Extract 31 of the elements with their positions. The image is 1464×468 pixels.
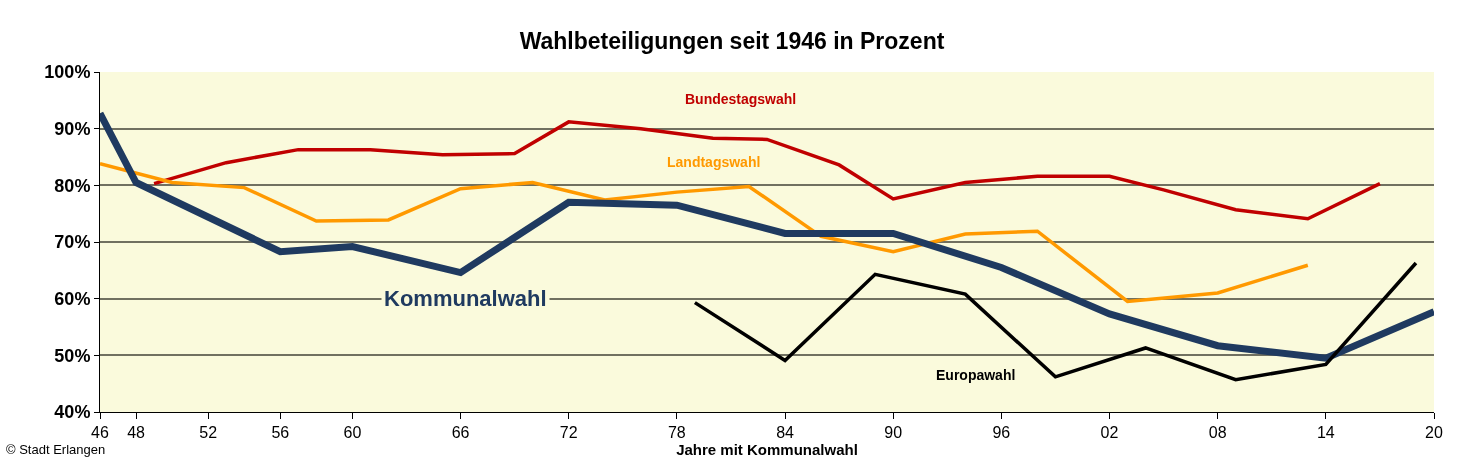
x-tick-label: 90: [884, 424, 903, 442]
y-tick-label: 40%: [54, 402, 91, 423]
x-axis-title: Jahre mit Kommunalwahl: [676, 441, 858, 459]
series-label: Bundestagswahl: [685, 91, 797, 107]
line-series: [693, 261, 1418, 382]
text: © Stadt Erlangen: [6, 442, 106, 457]
x-tick-label: 78: [667, 424, 686, 442]
series-label: Landtagswahl: [667, 154, 761, 170]
x-tick-label: 60: [343, 424, 362, 442]
y-tick-label: 90%: [54, 118, 91, 139]
chart-title: Wahlbeteiligungen seit 1946 in Prozent: [519, 27, 945, 54]
x-tick-label: 20: [1425, 424, 1443, 442]
x-tick-label: 14: [1316, 424, 1335, 442]
x-tick-label: 84: [776, 424, 795, 442]
x-tick-label: 48: [127, 424, 146, 442]
y-tick-label: 70%: [54, 232, 91, 253]
y-tick-label: 80%: [54, 175, 91, 196]
y-tick-label: 100%: [44, 62, 91, 83]
x-tick-label: 08: [1208, 424, 1227, 442]
y-tick-label: 60%: [54, 288, 91, 309]
x-tick-label: 46: [91, 424, 109, 442]
line-series: [152, 120, 1382, 221]
y-tick-label: 50%: [54, 345, 91, 366]
x-tick-label: 66: [451, 424, 470, 442]
x-tick-label: 52: [199, 424, 218, 442]
x-tick-label: 02: [1100, 424, 1119, 442]
series-label: Europawahl: [936, 367, 1016, 383]
series-label: Kommunalwahl: [384, 286, 547, 311]
x-tick-label: 56: [271, 424, 290, 442]
x-tick-label: 96: [992, 424, 1011, 442]
x-tick-label: 72: [559, 424, 578, 442]
